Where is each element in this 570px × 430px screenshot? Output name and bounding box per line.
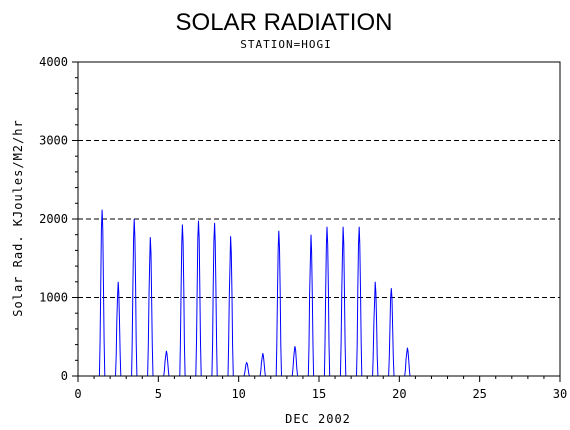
- x-tick-label-30: 30: [553, 387, 567, 401]
- y-axis-label: Solar Rad. KJoules/M2/hr: [11, 119, 25, 316]
- grid-lines: [78, 61, 560, 377]
- x-tick-label-20: 20: [392, 387, 406, 401]
- x-tick-label-0: 0: [74, 387, 81, 401]
- y-tick-label-0: 0: [61, 369, 68, 383]
- x-tick-label-15: 15: [312, 387, 326, 401]
- solar-radiation-series: [78, 209, 415, 377]
- x-tick-label-25: 25: [472, 387, 486, 401]
- y-tick-label-2000: 2000: [39, 212, 68, 226]
- x-axis-label: DEC 2002: [285, 412, 351, 426]
- x-tick-label-10: 10: [231, 387, 245, 401]
- y-tick-label-3000: 3000: [39, 134, 68, 148]
- y-tick-label-4000: 4000: [39, 55, 68, 69]
- series-group: [78, 209, 415, 377]
- x-tick-label-5: 5: [155, 387, 162, 401]
- chart-title: SOLAR RADIATION: [176, 9, 393, 36]
- axes: 0 1000 2000 3000 4000 0 5 10 15 20 25 30: [39, 55, 567, 401]
- chart-subtitle: STATION=HOGI: [240, 38, 331, 51]
- y-tick-label-1000: 1000: [39, 291, 68, 305]
